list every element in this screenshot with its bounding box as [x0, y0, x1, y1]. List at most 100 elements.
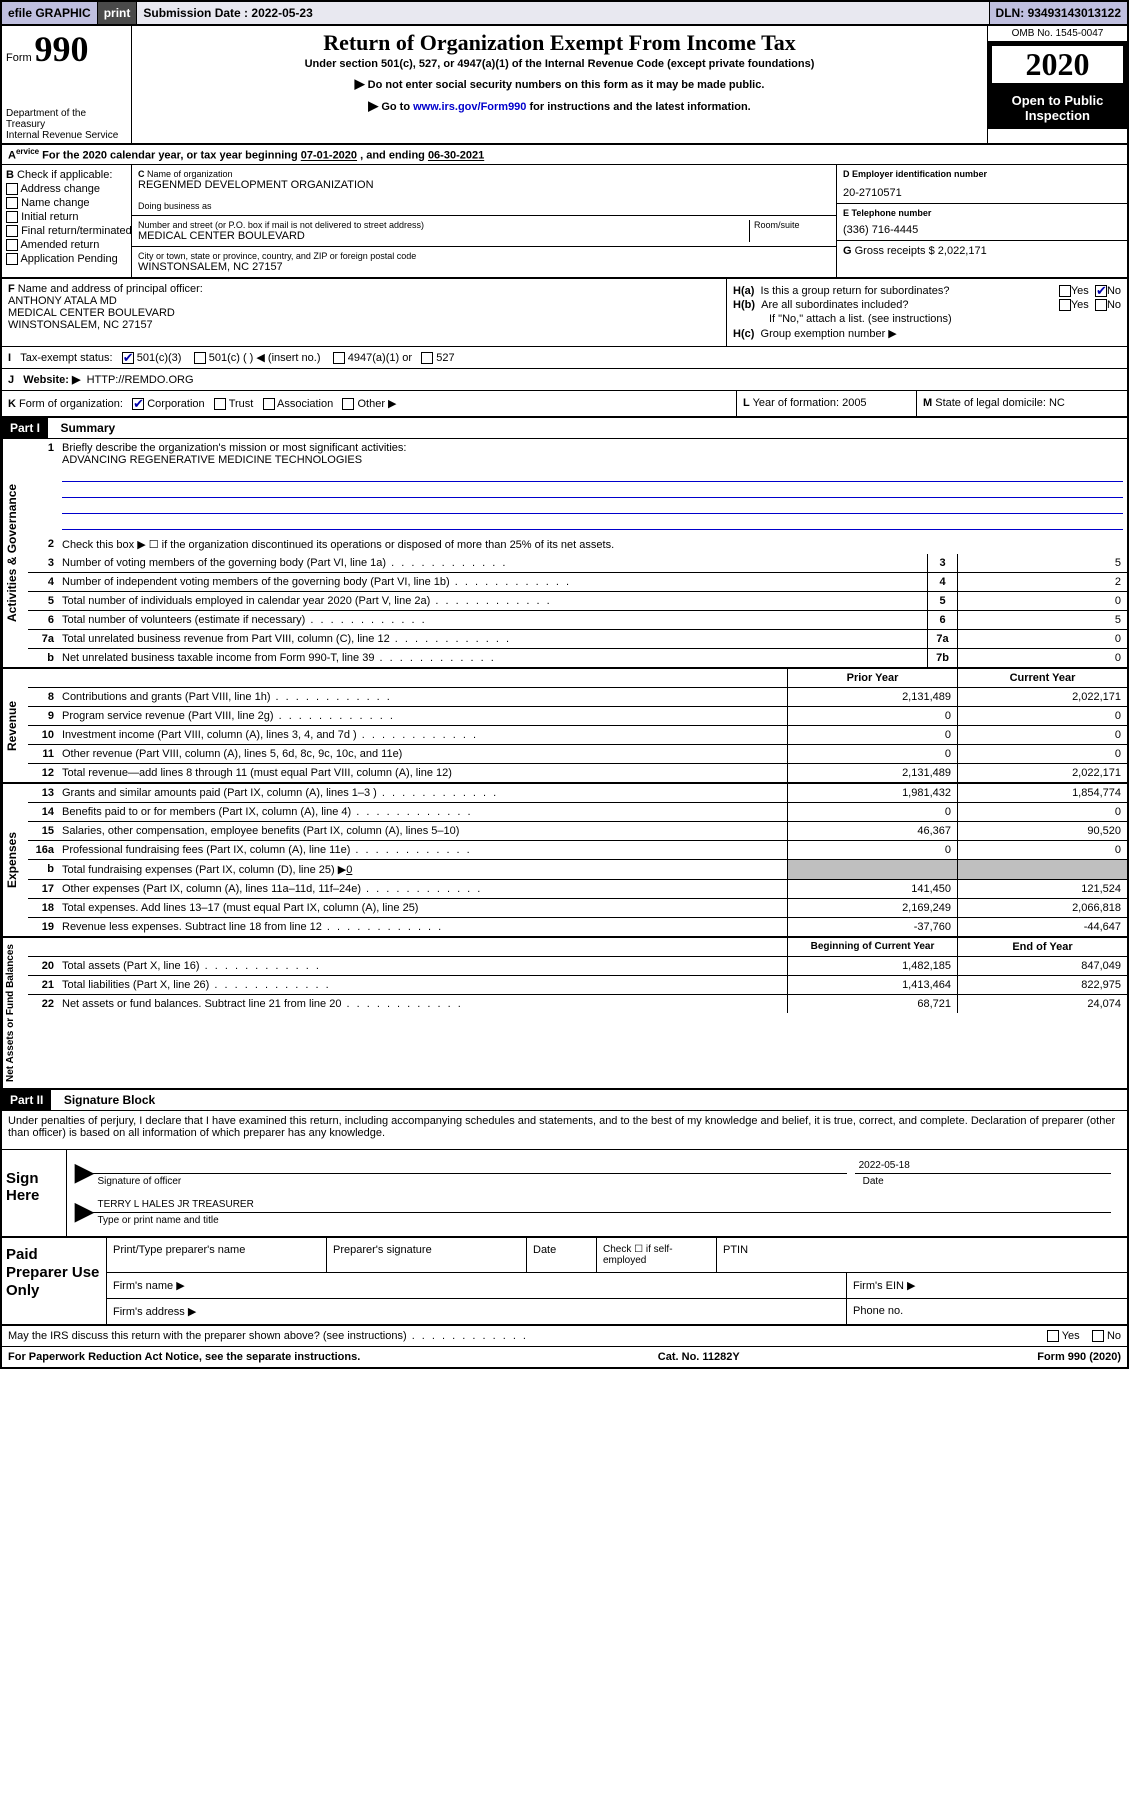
- v7b: 0: [957, 649, 1127, 667]
- chk-501c[interactable]: [194, 352, 206, 364]
- print-button[interactable]: print: [98, 2, 138, 24]
- form-title: Return of Organization Exempt From Incom…: [136, 30, 983, 56]
- vert-revenue: Revenue: [2, 669, 28, 782]
- arrow-icon: ▶: [75, 1197, 93, 1228]
- section-f-h: F Name and address of principal officer:…: [2, 279, 1127, 347]
- dln-label: DLN:: [996, 6, 1025, 20]
- sign-block: Sign Here ▶ 2022-05-18 Signature of offi…: [2, 1150, 1127, 1238]
- section-i-tax-status: I Tax-exempt status: 501(c)(3) 501(c) ( …: [2, 347, 1127, 369]
- officer-addr2: WINSTONSALEM, NC 27157: [8, 319, 153, 331]
- irs-discuss-row: May the IRS discuss this return with the…: [2, 1326, 1127, 1347]
- col-l-year: L Year of formation: 2005: [737, 391, 917, 416]
- chk-amended[interactable]: [6, 239, 18, 251]
- vert-net: Net Assets or Fund Balances: [2, 938, 28, 1088]
- gross-receipts: 2,022,171: [938, 245, 987, 257]
- ein: 20-2710571: [843, 187, 1121, 199]
- org-street: MEDICAL CENTER BOULEVARD: [138, 230, 745, 242]
- chk-final[interactable]: [6, 225, 18, 237]
- footer-mid: Cat. No. 11282Y: [658, 1351, 740, 1363]
- part1-expenses: Expenses 13Grants and similar amounts pa…: [2, 784, 1127, 938]
- form-word: Form: [6, 52, 32, 64]
- officer-addr1: MEDICAL CENTER BOULEVARD: [8, 307, 175, 319]
- section-j-website: J Website: ▶ HTTP://REMDO.ORG: [2, 369, 1127, 391]
- penalties-text: Under penalties of perjury, I declare th…: [2, 1111, 1127, 1150]
- form-subtitle: Under section 501(c), 527, or 4947(a)(1)…: [136, 58, 983, 70]
- paid-label: Paid Preparer Use Only: [2, 1238, 107, 1324]
- v7a: 0: [957, 630, 1127, 648]
- form-number: 990: [34, 29, 88, 69]
- ha-no[interactable]: [1095, 285, 1107, 297]
- vert-governance: Activities & Governance: [2, 439, 28, 667]
- section-b-to-g: B Check if applicable: Address change Na…: [2, 165, 1127, 279]
- chk-4947[interactable]: [333, 352, 345, 364]
- header-left: Form 990 Department of the Treasury Inte…: [2, 26, 132, 143]
- topbar: efile GRAPHIC print Submission Date : 20…: [2, 2, 1127, 26]
- col-f-officer: F Name and address of principal officer:…: [2, 279, 727, 346]
- col-c-org: C Name of organization REGENMED DEVELOPM…: [132, 165, 837, 277]
- chk-assoc[interactable]: [263, 398, 275, 410]
- year-formation: 2005: [842, 397, 866, 409]
- open-public: Open to Public Inspection: [988, 87, 1127, 129]
- form-990-document: efile GRAPHIC print Submission Date : 20…: [0, 0, 1129, 1369]
- efile-label: efile GRAPHIC: [2, 2, 98, 24]
- officer-name: ANTHONY ATALA MD: [8, 295, 117, 307]
- dept-treasury: Department of the Treasury: [6, 108, 127, 130]
- chk-address-change[interactable]: [6, 183, 18, 195]
- dln-value: 93493143013122: [1028, 6, 1121, 20]
- period-end: 06-30-2021: [428, 150, 484, 162]
- header-block: Form 990 Department of the Treasury Inte…: [2, 26, 1127, 145]
- footer-left: For Paperwork Reduction Act Notice, see …: [8, 1351, 360, 1363]
- ha-yes[interactable]: [1059, 285, 1071, 297]
- footer-right: Form 990 (2020): [1037, 1351, 1121, 1363]
- phone: (336) 716-4445: [843, 224, 1121, 236]
- chk-trust[interactable]: [214, 398, 226, 410]
- footer: For Paperwork Reduction Act Notice, see …: [2, 1347, 1127, 1367]
- part1-net-assets: Net Assets or Fund Balances Beginning of…: [2, 938, 1127, 1090]
- section-klm: K Form of organization: Corporation Trus…: [2, 391, 1127, 418]
- hb-no[interactable]: [1095, 299, 1107, 311]
- paid-preparer-block: Paid Preparer Use Only Print/Type prepar…: [2, 1238, 1127, 1326]
- chk-initial[interactable]: [6, 211, 18, 223]
- v5: 0: [957, 592, 1127, 610]
- col-d-through-g: D Employer identification number 20-2710…: [837, 165, 1127, 277]
- dln: DLN: 93493143013122: [990, 2, 1127, 24]
- chk-corp[interactable]: [132, 398, 144, 410]
- omb-number: OMB No. 1545-0047: [988, 26, 1127, 42]
- state-domicile: NC: [1049, 397, 1065, 409]
- v6: 5: [957, 611, 1127, 629]
- chk-app-pending[interactable]: [6, 253, 18, 265]
- submission-label: Submission Date :: [143, 6, 248, 20]
- org-name: REGENMED DEVELOPMENT ORGANIZATION: [138, 179, 830, 191]
- header-center: Return of Organization Exempt From Incom…: [132, 26, 987, 143]
- col-m-state: M State of legal domicile: NC: [917, 391, 1127, 416]
- header-right: OMB No. 1545-0047 2020 Open to Public In…: [987, 26, 1127, 143]
- irs-label: Internal Revenue Service: [6, 130, 127, 141]
- arrow-icon: ▶: [75, 1158, 93, 1189]
- chk-name-change[interactable]: [6, 197, 18, 209]
- discuss-yes[interactable]: [1047, 1330, 1059, 1342]
- part1-governance: Activities & Governance 1 Briefly descri…: [2, 439, 1127, 669]
- org-city: WINSTONSALEM, NC 27157: [138, 261, 830, 273]
- tax-year: 2020: [988, 42, 1127, 87]
- period-begin: 07-01-2020: [301, 150, 357, 162]
- officer-print: TERRY L HALES JR TREASURER: [93, 1197, 1111, 1213]
- chk-other[interactable]: [342, 398, 354, 410]
- submission-date: Submission Date : 2022-05-23: [137, 2, 989, 24]
- mission: ADVANCING REGENERATIVE MEDICINE TECHNOLO…: [62, 454, 362, 466]
- col-b-checkboxes: B Check if applicable: Address change Na…: [2, 165, 132, 277]
- instruction-1: ▶ Do not enter social security numbers o…: [136, 76, 983, 92]
- instruction-2: ▶ Go to www.irs.gov/Form990 for instruct…: [136, 98, 983, 114]
- part1-header: Part I Summary: [2, 418, 1127, 439]
- col-k-form-org: K Form of organization: Corporation Trus…: [2, 391, 737, 416]
- irs-link[interactable]: www.irs.gov/Form990: [413, 101, 526, 113]
- vert-expenses: Expenses: [2, 784, 28, 936]
- website-url: HTTP://REMDO.ORG: [87, 374, 194, 386]
- part1-revenue: Revenue Prior YearCurrent Year 8Contribu…: [2, 669, 1127, 784]
- hb-yes[interactable]: [1059, 299, 1071, 311]
- chk-527[interactable]: [421, 352, 433, 364]
- submission-value: 2022-05-23: [251, 6, 312, 20]
- chk-501c3[interactable]: [122, 352, 134, 364]
- sig-date: 2022-05-18: [855, 1158, 1111, 1174]
- discuss-no[interactable]: [1092, 1330, 1104, 1342]
- section-a-period: Aervice For the 2020 calendar year, or t…: [2, 145, 1127, 165]
